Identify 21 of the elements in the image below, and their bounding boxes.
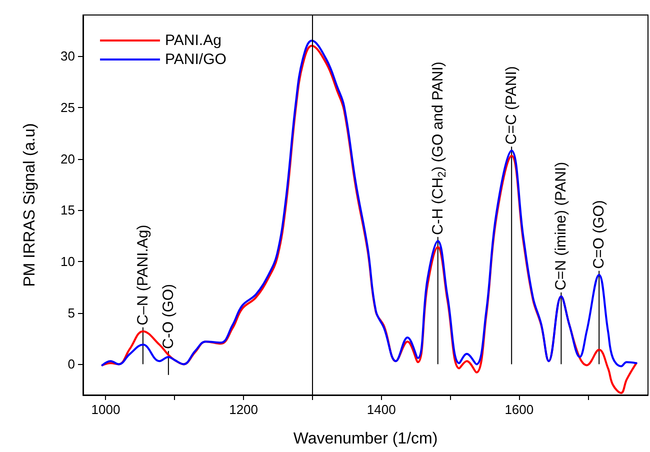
y-tick-label: 10 xyxy=(60,254,75,269)
legend-label: PANI/GO xyxy=(165,51,226,68)
x-axis-title: Wavenumber (1/cm) xyxy=(293,430,438,448)
y-tick-label: 15 xyxy=(60,202,75,218)
y-axis-title: PM IRRAS Signal (a.u) xyxy=(22,123,38,287)
x-tick-label: 1400 xyxy=(366,402,396,417)
annotation: C=O (GO) xyxy=(590,200,608,269)
x-tick-label: 1000 xyxy=(91,402,120,417)
y-tick-label: 25 xyxy=(60,100,75,115)
annotation: C-H (CH2) (GO and PANI) xyxy=(429,62,448,235)
y-tick-label: 0 xyxy=(68,356,75,372)
legend-label: PANI.Ag xyxy=(165,32,222,49)
annotation: C-O (GO) xyxy=(160,284,177,349)
y-tick-label: 20 xyxy=(60,151,75,166)
annotation: C=N (imine) (PANI) xyxy=(552,162,570,290)
x-tick-label: 1600 xyxy=(504,402,534,417)
x-tick-label: 1200 xyxy=(229,402,258,417)
annotation: C=C (PANI) xyxy=(503,66,520,145)
y-tick-label: 5 xyxy=(68,305,75,320)
annotation: C–N (PANI.Ag) xyxy=(134,224,152,326)
y-tick-label: 30 xyxy=(60,48,75,64)
